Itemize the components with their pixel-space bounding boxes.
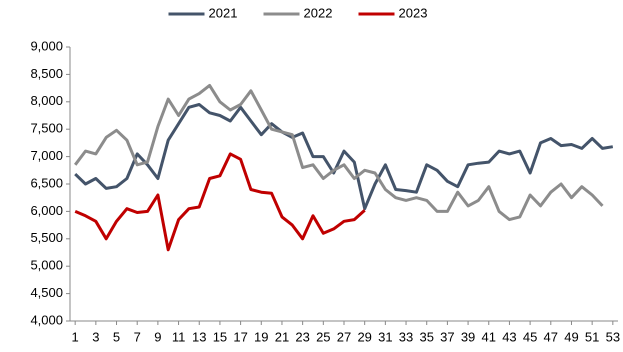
x-tick-label: 5 xyxy=(113,329,120,344)
y-tick-label: 8,500 xyxy=(30,66,63,81)
x-tick-label: 33 xyxy=(399,329,413,344)
x-tick-label: 15 xyxy=(213,329,227,344)
legend-label: 2023 xyxy=(399,5,428,20)
x-tick-label: 43 xyxy=(502,329,516,344)
y-tick-label: 8,000 xyxy=(30,93,63,108)
x-tick-label: 13 xyxy=(192,329,206,344)
x-tick-label: 19 xyxy=(254,329,268,344)
x-tick-label: 3 xyxy=(92,329,99,344)
y-tick-label: 4,500 xyxy=(30,285,63,300)
y-tick-label: 5,500 xyxy=(30,230,63,245)
x-tick-label: 17 xyxy=(233,329,247,344)
x-tick-label: 39 xyxy=(461,329,475,344)
x-tick-label: 51 xyxy=(585,329,599,344)
series-line xyxy=(74,83,604,222)
x-tick-label: 47 xyxy=(544,329,558,344)
y-tick-label: 7,500 xyxy=(30,121,63,136)
x-tick-label: 23 xyxy=(295,329,309,344)
y-tick-label: 6,000 xyxy=(30,203,63,218)
x-tick-label: 1 xyxy=(72,329,79,344)
x-tick-label: 7 xyxy=(134,329,141,344)
x-tick-label: 35 xyxy=(419,329,433,344)
y-tick-label: 5,000 xyxy=(30,258,63,273)
legend-label: 2021 xyxy=(209,5,238,20)
y-tick-label: 4,000 xyxy=(30,312,63,327)
x-tick-label: 9 xyxy=(154,329,161,344)
y-tick-label: 7,000 xyxy=(30,148,63,163)
legend-label: 2022 xyxy=(304,5,333,20)
x-tick-label: 29 xyxy=(357,329,371,344)
x-tick-label: 27 xyxy=(337,329,351,344)
y-tick-label: 6,500 xyxy=(30,175,63,190)
y-tick-label: 9,000 xyxy=(30,38,63,53)
x-tick-label: 49 xyxy=(564,329,578,344)
x-tick-label: 41 xyxy=(482,329,496,344)
x-tick-label: 45 xyxy=(523,329,537,344)
x-tick-label: 31 xyxy=(378,329,392,344)
x-tick-label: 21 xyxy=(275,329,289,344)
x-tick-label: 37 xyxy=(440,329,454,344)
x-tick-label: 11 xyxy=(172,329,186,344)
x-tick-label: 53 xyxy=(606,329,620,344)
series-line xyxy=(74,152,366,252)
series-line xyxy=(74,103,614,211)
x-tick-label: 25 xyxy=(316,329,330,344)
